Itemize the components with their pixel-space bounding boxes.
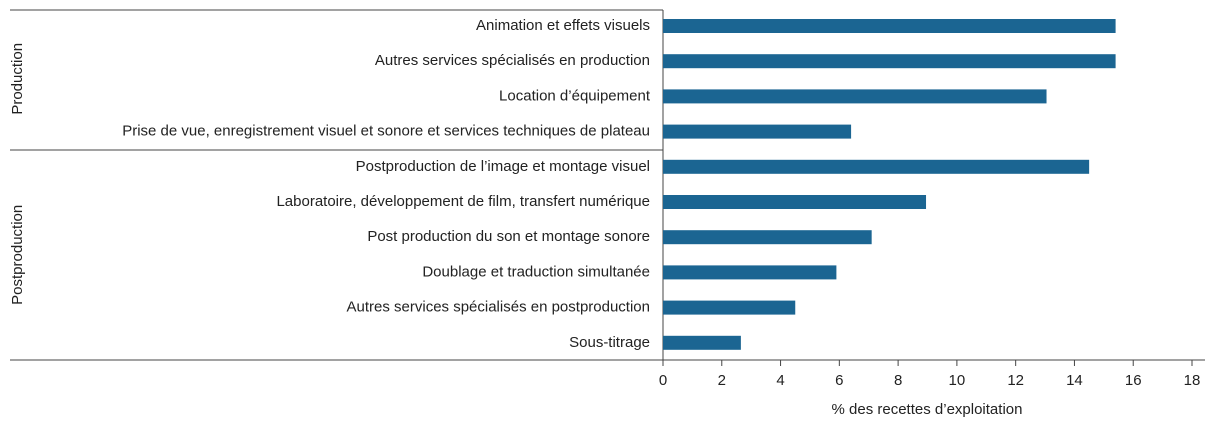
bar [663, 124, 852, 139]
category-label: Autres services spécialisés en productio… [375, 52, 650, 69]
category-label: Location d’équipement [499, 87, 651, 104]
category-label: Animation et effets visuels [476, 17, 650, 34]
x-tick-label: 12 [1007, 372, 1024, 389]
category-label: Laboratoire, développement de film, tran… [276, 193, 650, 210]
x-tick-label: 4 [776, 372, 784, 389]
category-label: Post production du son et montage sonore [367, 228, 650, 245]
group-label: Production [9, 43, 26, 115]
category-label: Doublage et traduction simultanée [422, 263, 650, 280]
x-tick-label: 2 [718, 372, 726, 389]
category-label: Prise de vue, enregistrement visuel et s… [122, 123, 650, 140]
bar [663, 300, 796, 315]
x-axis-label: % des recettes d’exploitation [832, 401, 1023, 418]
group-label: Postproduction [9, 205, 26, 305]
bar [663, 89, 1047, 104]
bar [663, 19, 1116, 33]
bar [663, 335, 741, 350]
category-label: Postproduction de l’image et montage vis… [356, 158, 650, 175]
bar [663, 54, 1116, 69]
bar [663, 265, 837, 280]
x-tick-label: 0 [659, 372, 667, 389]
bar [663, 195, 927, 209]
x-tick-label: 18 [1184, 372, 1201, 389]
bar [663, 230, 872, 245]
category-label: Sous-titrage [569, 334, 650, 351]
x-tick-label: 10 [949, 372, 966, 389]
x-tick-label: 8 [894, 372, 902, 389]
x-tick-label: 6 [835, 372, 843, 389]
x-tick-label: 16 [1125, 372, 1142, 389]
bar [663, 159, 1090, 174]
category-label: Autres services spécialisés en postprodu… [347, 299, 651, 316]
x-tick-label: 14 [1066, 372, 1083, 389]
